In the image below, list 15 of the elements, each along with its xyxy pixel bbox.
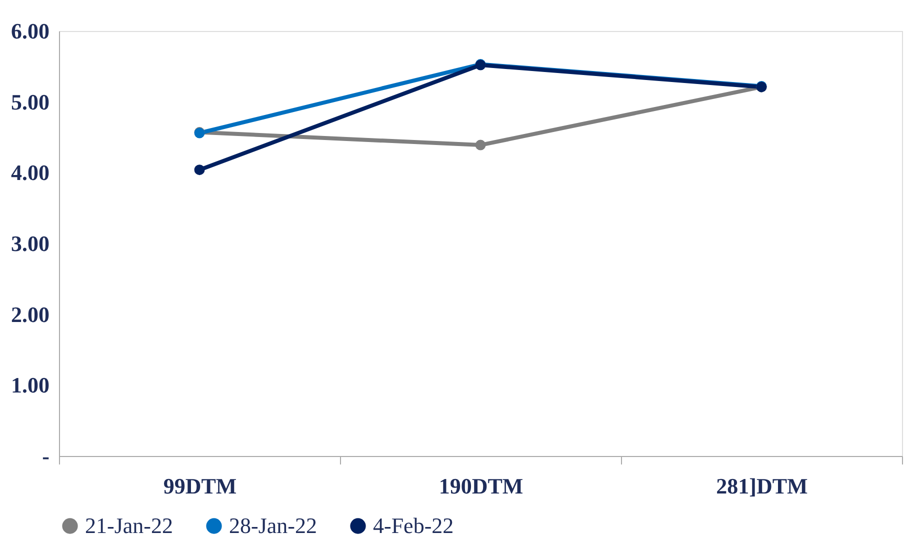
legend-label: 28-Jan-22	[229, 513, 317, 538]
y-tick-label: 1.00	[11, 372, 50, 398]
y-tick-label: 2.00	[11, 302, 50, 327]
legend-label: 21-Jan-22	[85, 513, 173, 538]
y-tick-label: 6.00	[11, 18, 50, 44]
y-tick-label: 4.00	[11, 160, 50, 186]
x-tick-label: 281]DTM	[716, 474, 808, 498]
legend-label: 4-Feb-22	[373, 513, 454, 538]
y-tick-label: 3.00	[11, 231, 50, 256]
y-tick-label: 5.00	[11, 89, 50, 114]
point	[475, 140, 486, 150]
x-tick-label: 99DTM	[163, 474, 237, 498]
point	[194, 164, 205, 176]
x-tick-label: 190DTM	[438, 474, 524, 498]
y-tick-label: -	[42, 444, 50, 468]
